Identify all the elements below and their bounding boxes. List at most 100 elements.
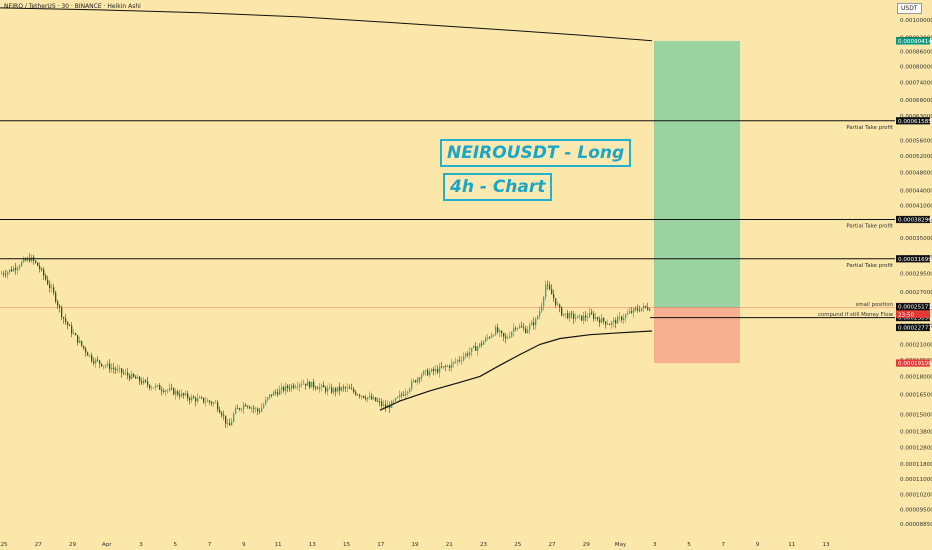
side-tag-4: 0.00025171 <box>898 305 932 311</box>
candle-body <box>325 387 327 392</box>
level-tag-2: 0.00031699 <box>898 257 932 263</box>
candle-body <box>155 385 157 388</box>
annotation-title[interactable]: NEIROUSDT - Long <box>440 139 632 167</box>
candle-body <box>167 390 169 391</box>
time-tick-label: 5 <box>173 542 177 548</box>
price-tick-label: 0.00012800 <box>900 445 932 451</box>
candle-body <box>357 394 359 396</box>
time-tick-label: Apr <box>102 542 112 548</box>
side-tag-5: 0.00022777 <box>898 325 932 331</box>
candle-body <box>317 388 319 390</box>
candle-body <box>307 381 309 386</box>
candle-body <box>327 388 329 392</box>
candle-body <box>615 320 617 324</box>
candle-body <box>453 361 455 364</box>
candle-body <box>195 398 197 402</box>
candle-body <box>347 387 349 389</box>
candle-body <box>295 386 297 388</box>
candle-body <box>225 415 227 424</box>
candle-body <box>389 405 391 408</box>
price-tick-label: 0.00011000 <box>900 477 932 483</box>
annotation-timeframe[interactable]: 4h - Chart <box>443 173 553 201</box>
price-tags: 0.000615850.000382960.000316990.00025078… <box>896 37 932 367</box>
candle-body <box>409 388 411 392</box>
candle-body <box>213 402 215 404</box>
level-label-2: Partial Take profit <box>846 263 893 269</box>
candle-body <box>165 390 167 393</box>
time-tick-label: 7 <box>208 542 212 548</box>
candle-body <box>243 404 245 410</box>
candle-body <box>139 376 141 382</box>
candle-body <box>251 407 253 409</box>
candle-body <box>321 385 323 387</box>
candle-body <box>291 385 293 389</box>
candle-body <box>441 366 443 368</box>
price-tick-label: 0.00021000 <box>900 342 932 348</box>
candle-body <box>259 411 261 412</box>
candle-body <box>65 318 67 322</box>
candle-body <box>567 313 569 319</box>
candle-body <box>351 388 353 390</box>
candle-body <box>589 312 591 318</box>
price-tick-label: 0.00018000 <box>900 374 932 380</box>
candle-body <box>613 320 615 323</box>
candle-body <box>405 393 407 396</box>
candle-body <box>217 402 219 410</box>
candle-body <box>587 317 589 319</box>
candle-body <box>535 319 537 326</box>
candle-body <box>595 317 597 319</box>
candle-body <box>459 359 461 361</box>
currency-selector[interactable]: USDT <box>897 3 922 14</box>
candle-body <box>559 304 561 308</box>
candle-body <box>585 315 587 318</box>
candle-body <box>203 397 205 403</box>
candle-body <box>591 312 593 314</box>
candle-body <box>583 315 585 321</box>
candle-body <box>67 321 69 326</box>
candle-body <box>517 327 519 329</box>
candle-body <box>43 269 45 276</box>
side-tag-1: 0.00090414 <box>898 39 932 45</box>
candle-body <box>275 391 277 393</box>
candle-body <box>51 287 53 289</box>
candle-body <box>269 394 271 398</box>
candle-body <box>319 386 321 390</box>
candle-body <box>377 401 379 402</box>
candle-body <box>549 285 551 290</box>
candle-body <box>97 359 99 361</box>
candle-body <box>475 346 477 351</box>
candle-body <box>29 258 31 262</box>
candle-body <box>89 355 91 356</box>
time-tick-label: 19 <box>411 542 419 548</box>
candle-body <box>649 309 651 311</box>
candle-body <box>647 307 649 310</box>
price-tick-label: 0.00009500 <box>900 507 932 513</box>
candle-body <box>443 366 445 368</box>
candle-body <box>281 387 283 390</box>
candle-body <box>287 385 289 389</box>
candle-body <box>175 391 177 395</box>
candle-body <box>209 400 211 403</box>
candle-body <box>401 394 403 396</box>
time-tick-label: 17 <box>377 542 385 548</box>
candle-body <box>105 365 107 367</box>
candle-body <box>343 387 345 389</box>
candle-body <box>129 375 131 379</box>
candle-body <box>99 360 101 364</box>
candle-body <box>331 387 333 393</box>
candle-body <box>565 313 567 315</box>
candle-body <box>5 274 7 276</box>
candle-body <box>507 337 509 339</box>
candle-body <box>447 365 449 367</box>
candle-body <box>635 308 637 310</box>
candle-body <box>637 308 639 311</box>
candle-body <box>349 387 351 389</box>
candle-body <box>519 326 521 328</box>
level-label-3: small position <box>856 302 893 308</box>
candle-body <box>435 369 437 372</box>
candle-body <box>7 271 9 275</box>
candle-body <box>311 381 313 388</box>
time-tick-label: 3 <box>139 542 143 548</box>
candle-body <box>91 355 93 361</box>
